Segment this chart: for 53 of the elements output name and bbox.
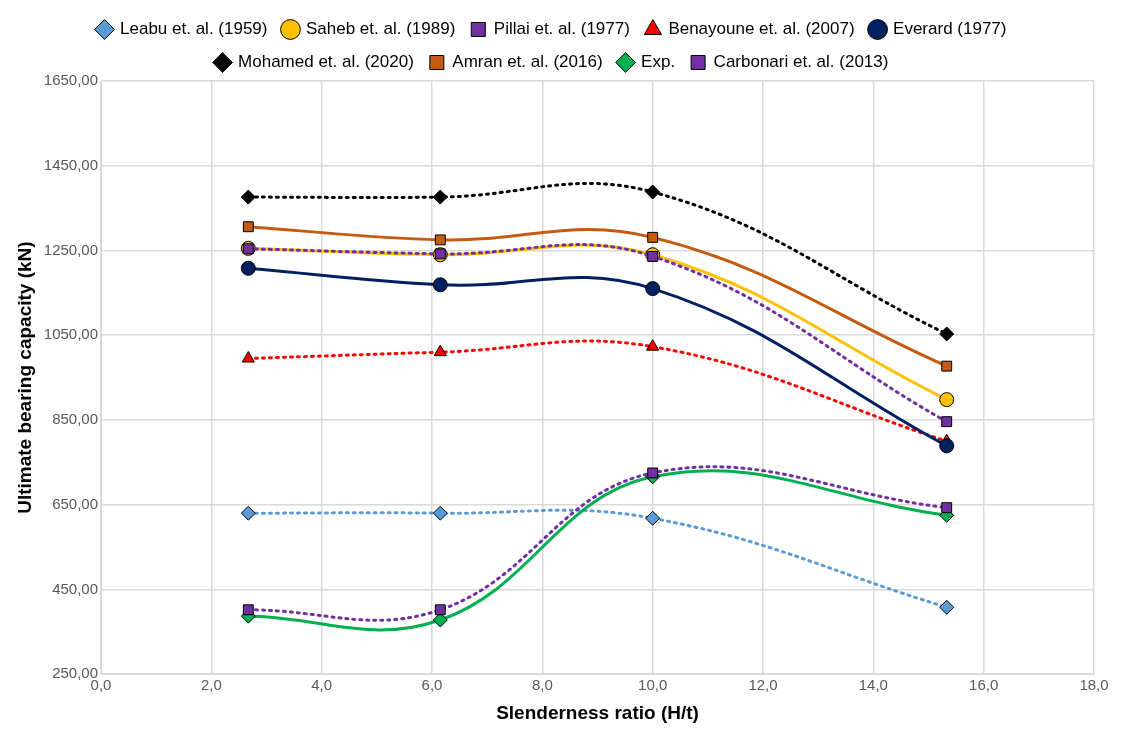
point [242, 221, 254, 233]
x-tick-label: 16,0 [969, 676, 999, 694]
point [432, 189, 448, 205]
point [240, 505, 256, 521]
point [647, 231, 659, 243]
y-tick-label: 1450,00 [43, 155, 99, 173]
y-tick-label: 650,00 [52, 494, 99, 512]
point [242, 604, 254, 616]
point [432, 277, 448, 293]
point [939, 392, 955, 408]
legend-label: Saheb et. al. (1989) [305, 19, 456, 39]
legend-label: Leabu et. al. (1959) [120, 19, 268, 39]
point [434, 604, 446, 616]
point [432, 612, 448, 628]
legend-label: Pillai et. al. (1977) [493, 19, 630, 39]
point [645, 281, 661, 297]
point [433, 344, 447, 357]
y-tick-label: 1050,00 [43, 325, 99, 343]
legend-label: Everard (1977) [893, 19, 1007, 39]
x-axis-title: Slenderness ratio (H/t) [496, 701, 699, 723]
point [941, 502, 953, 514]
point [646, 339, 660, 351]
x-tick-label: 10,0 [638, 676, 668, 694]
point [647, 467, 659, 479]
x-tick-label: 8,0 [531, 676, 553, 694]
legend-label: Benayoune et. al. (2007) [668, 19, 855, 39]
point [941, 416, 953, 428]
point [241, 351, 255, 363]
y-tick-label: 450,00 [52, 579, 99, 597]
x-tick-label: 6,0 [421, 676, 443, 694]
legend-label: Mohamed et. al. (2020) [238, 52, 414, 72]
legend-label: Amran et. al. (2016) [452, 52, 603, 72]
point [434, 234, 446, 246]
point [941, 360, 953, 372]
point [939, 326, 955, 342]
point [939, 599, 955, 615]
point [645, 510, 661, 526]
point [939, 438, 955, 454]
point [240, 189, 256, 205]
y-tick-label: 1650,00 [43, 71, 99, 89]
point [432, 505, 448, 521]
x-tick-label: 18,0 [1079, 676, 1109, 694]
legend-label: Carbonari et. al. (2013) [713, 52, 889, 72]
y-tick-label: 1250,00 [43, 240, 99, 258]
y-tick-label: 850,00 [52, 410, 99, 428]
point [240, 260, 256, 276]
legend-label: Exp. [641, 52, 676, 72]
x-tick-label: 4,0 [311, 676, 333, 694]
x-tick-label: 14,0 [858, 676, 888, 694]
x-tick-label: 12,0 [748, 676, 778, 694]
point [645, 184, 661, 200]
y-axis-title: Ultimate bearing capacity (kN) [13, 241, 35, 514]
x-tick-label: 2,0 [200, 676, 222, 694]
